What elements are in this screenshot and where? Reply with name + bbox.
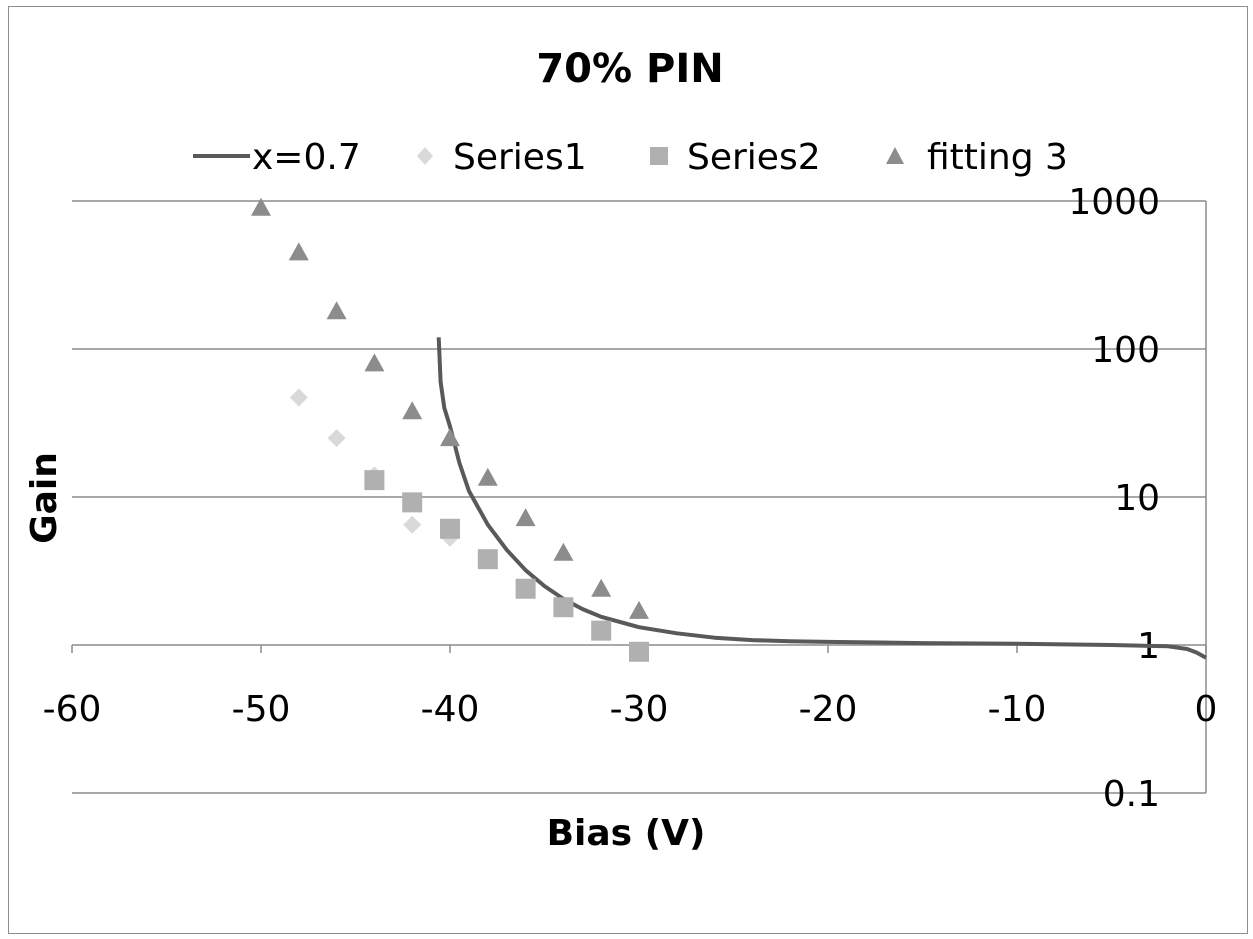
x-axis-ticks: -60 -50 -40 -30 -20 -10 0 [43,645,1218,730]
x-tick-label--10: -10 [988,689,1047,730]
point-series2-7 [629,641,649,662]
y-tick-label-100: 100 [1091,330,1160,371]
point-fitting3-10 [629,600,649,619]
legend-triangle-swatch [886,147,904,164]
point-series1-1 [327,429,346,448]
y-tick-label-1000: 1000 [1068,182,1160,223]
y-tick-label-0.1: 0.1 [1103,774,1160,815]
y-axis-title: Gain [24,452,65,544]
series-line-x07 [436,337,1207,660]
x-tick-label--40: -40 [421,689,480,730]
point-fitting3-3 [364,353,385,372]
point-fitting3-2 [326,301,347,320]
legend: x=0.7 Series1 Series2 fitting 3 [193,137,1068,178]
point-series2-6 [591,620,612,641]
line-series-group [436,337,1207,660]
point-series2-5 [553,597,574,618]
x-tick-label--30: -30 [610,689,669,730]
point-series1-0 [289,388,308,407]
x-tick-label--50: -50 [232,689,291,730]
y-tick-label-10: 10 [1114,478,1160,519]
point-series2-3 [477,549,498,570]
point-fitting3-9 [591,578,612,597]
x-tick-label--20: -20 [799,689,858,730]
point-series2-1 [402,492,423,513]
chart-title: 70% PIN [536,46,723,92]
point-series1-3 [403,515,422,534]
chart-frame [8,6,1248,934]
legend-label-series2: Series2 [687,137,821,178]
x-tick-label--60: -60 [43,689,102,730]
point-fitting3-0 [251,197,271,216]
legend-label-line: x=0.7 [252,137,361,178]
point-fitting3-6 [477,467,498,486]
marker-series-group [251,197,649,662]
point-fitting3-8 [553,542,574,561]
point-fitting3-7 [515,508,536,527]
point-series2-2 [440,518,460,539]
legend-square-swatch [650,147,668,165]
legend-label-fitting3: fitting 3 [927,137,1068,178]
x-axis-title: Bias (V) [547,813,706,854]
legend-diamond-swatch [417,147,433,165]
point-fitting3-5 [440,428,460,447]
point-series2-4 [515,578,536,599]
point-series2-0 [364,470,385,491]
legend-label-series1: Series1 [453,137,587,178]
point-fitting3-1 [288,242,309,261]
x-tick-label-0: 0 [1195,689,1218,730]
point-fitting3-4 [402,401,423,420]
